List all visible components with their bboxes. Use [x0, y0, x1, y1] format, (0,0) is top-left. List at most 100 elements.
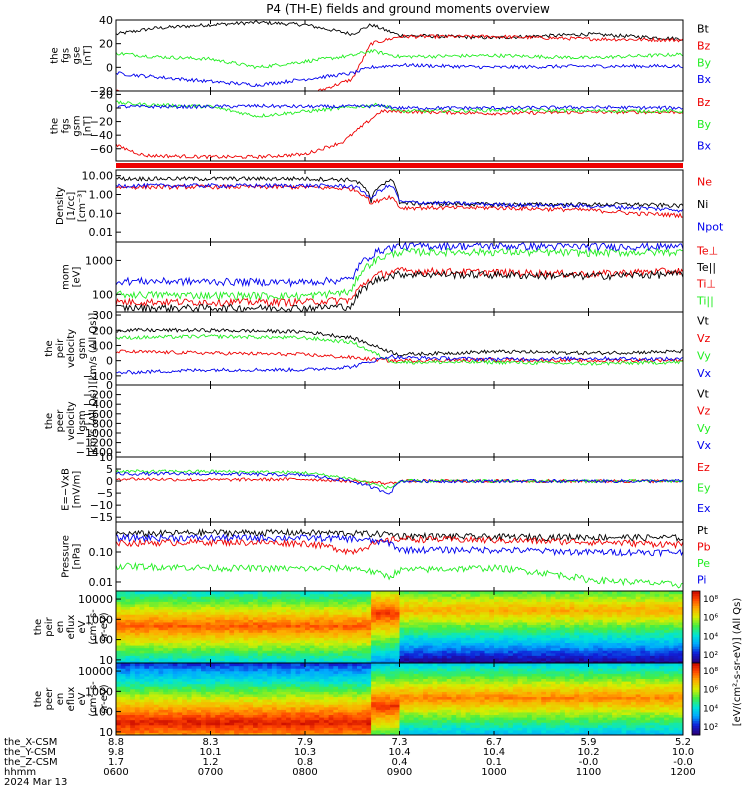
spectrogram-cell [229, 629, 235, 633]
spectrogram-cell [588, 609, 594, 613]
spectrogram-cell [253, 645, 259, 649]
spectrogram-cell [649, 642, 656, 646]
spectrogram-cell [531, 642, 538, 646]
spectrogram-cell [167, 642, 174, 646]
spectrogram-cell [631, 645, 637, 649]
spectrogram-cell [191, 711, 197, 716]
spectrogram-cell [267, 624, 273, 628]
spectrogram-cell [300, 709, 306, 713]
spectrogram-cell [290, 722, 297, 726]
spectrogram-cell [219, 683, 226, 687]
spectrogram-cell [494, 616, 500, 620]
spectrogram-cell [597, 632, 604, 636]
spectrogram-cell [512, 619, 519, 623]
spectrogram-cell [635, 637, 642, 641]
spectrogram-cell [427, 614, 434, 618]
spectrogram-cell [371, 634, 377, 638]
spectrogram-cell [659, 591, 665, 595]
spectrogram-cell [371, 650, 377, 654]
spectrogram-cell [314, 601, 320, 605]
spectrogram-cell [437, 652, 443, 656]
spectrogram-cell [243, 693, 249, 698]
spectrogram-cell [167, 614, 174, 618]
spectrogram-cell [248, 683, 254, 687]
spectrogram-cell [494, 652, 500, 656]
spectrogram-cell [186, 668, 193, 672]
spectrogram-cell [167, 629, 174, 633]
spectrogram-cell [550, 609, 557, 613]
spectrogram-cell [323, 632, 330, 636]
spectrogram-cell [134, 642, 141, 646]
spectrogram-cell [253, 696, 259, 700]
spectrogram-cell [631, 621, 637, 626]
spectrogram-cell [234, 691, 240, 695]
spectrogram-cell [678, 629, 683, 633]
spectrogram-cell [120, 642, 127, 646]
spectrogram-cell [385, 639, 391, 644]
spectrogram-cell [149, 675, 155, 680]
spectrogram-cell [182, 629, 188, 633]
spectrogram-cell [177, 711, 183, 716]
spectrogram-cell [423, 647, 429, 651]
spectrogram-cell [664, 591, 670, 595]
spectrogram-cell [125, 704, 131, 708]
spectrogram-cell [583, 616, 590, 620]
spectrogram-cell [253, 637, 259, 641]
spectrogram-cell [149, 601, 155, 605]
spectrogram-cell [281, 634, 287, 638]
spectrogram-cell [210, 686, 216, 690]
spectrogram-cell [186, 683, 193, 687]
spectrogram-cell [352, 624, 358, 628]
spectrogram-cell [314, 691, 320, 695]
spectrogram-cell [460, 611, 467, 615]
legend-entry: Ni [697, 198, 708, 211]
spectrogram-cell [404, 634, 410, 638]
spectrogram-cell [404, 652, 410, 656]
spectrogram-cell [418, 596, 424, 600]
spectrogram-cell [654, 637, 660, 641]
spectrogram-cell [593, 621, 599, 626]
spectrogram-cell [394, 647, 401, 651]
spectrogram-cell [219, 609, 226, 613]
spectrogram-cell [125, 632, 131, 636]
spectrogram-cell [423, 639, 429, 644]
spectrogram-cell [139, 665, 145, 669]
spectrogram-cell [484, 603, 490, 608]
spectrogram-cell [371, 647, 377, 651]
spectrogram-cell [116, 637, 122, 641]
spectrogram-cell [253, 686, 259, 690]
spectrogram-cell [224, 634, 230, 638]
spectrogram-cell [116, 621, 122, 626]
spectrogram-cell [153, 673, 160, 677]
spectrogram-cell [512, 647, 519, 651]
spectrogram-cell [456, 616, 462, 620]
spectrogram-cell [621, 596, 627, 600]
spectrogram-cell [177, 629, 183, 633]
spectrogram-cell [512, 621, 519, 626]
spectrogram-cell [300, 632, 306, 636]
spectrogram-cell [182, 619, 188, 623]
spectrogram-cell [649, 616, 656, 620]
spectrogram-cell [262, 642, 268, 646]
spectrogram-cell [347, 593, 353, 597]
spectrogram-cell [158, 629, 164, 633]
spectrogram-cell [560, 609, 566, 613]
spectrogram-cell [668, 593, 675, 597]
spectrogram-cell [593, 603, 599, 608]
spectrogram-cell [673, 642, 679, 646]
spectrogram-cell [560, 619, 566, 623]
spectrogram-cell [569, 619, 575, 623]
spectrogram-cell [186, 709, 193, 713]
spectrogram-cell [427, 627, 434, 631]
spectrogram-cell [498, 621, 505, 626]
spectrogram-cell [191, 639, 197, 644]
spectrogram-cell [494, 621, 500, 626]
spectrogram-cell [309, 611, 316, 615]
spectrogram-cell [215, 709, 221, 713]
spectrogram-cell [196, 616, 202, 620]
spectrogram-cell [120, 678, 127, 682]
spectrogram-cell [385, 609, 391, 613]
spectrogram-cell [234, 655, 240, 659]
spectrogram-cell [201, 601, 207, 605]
spectrogram-cell [144, 722, 150, 726]
